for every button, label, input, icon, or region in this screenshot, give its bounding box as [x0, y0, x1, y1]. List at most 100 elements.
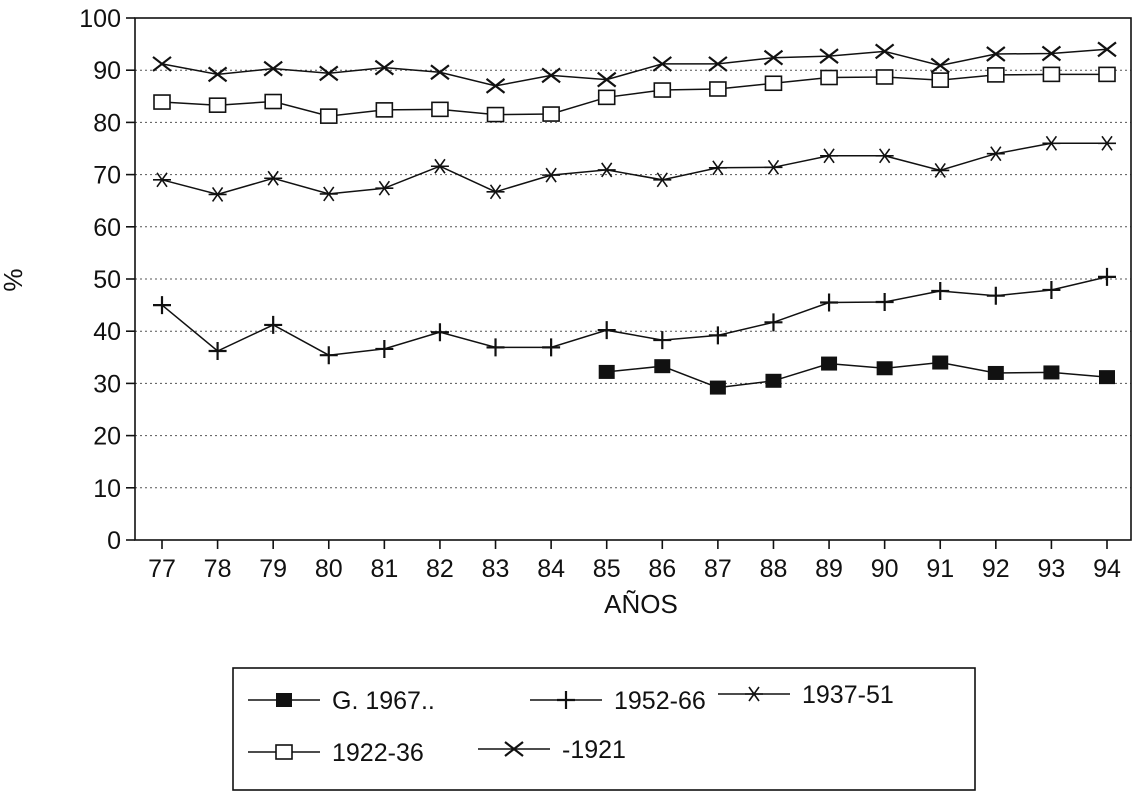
data-point	[485, 77, 506, 94]
legend-label: G. 1967..	[332, 687, 435, 715]
series-1	[598, 355, 1115, 395]
series-2	[153, 267, 1116, 365]
x-tick-label: 79	[259, 555, 287, 583]
legend-label: 1952-66	[614, 687, 706, 715]
legend-marker	[557, 691, 575, 709]
data-point	[319, 108, 338, 124]
data-point	[152, 56, 172, 72]
data-point	[708, 160, 727, 176]
x-tick-label: 93	[1038, 555, 1066, 583]
data-point	[263, 60, 283, 77]
y-tick-label: 20	[93, 423, 121, 451]
y-tick-label: 90	[93, 57, 121, 85]
data-point	[820, 69, 838, 86]
data-point	[875, 292, 894, 311]
y-tick-label: 0	[107, 527, 121, 555]
data-point	[820, 148, 839, 164]
data-point	[875, 69, 894, 85]
data-point	[597, 162, 616, 178]
y-tick-label: 10	[93, 475, 121, 503]
data-point	[931, 162, 950, 178]
data-point	[375, 180, 394, 196]
legend-label: -1921	[562, 736, 626, 764]
x-tick-label: 88	[760, 555, 788, 583]
grid-lines	[135, 69, 1131, 489]
data-point	[430, 64, 450, 81]
legend-item-4: 1922-36	[248, 739, 424, 767]
series-5	[152, 41, 1117, 94]
data-point	[1098, 66, 1116, 83]
data-point	[207, 66, 228, 83]
data-point	[1043, 365, 1060, 380]
y-tick-label: 80	[93, 109, 121, 137]
x-tick-label: 85	[593, 555, 621, 583]
data-point	[653, 172, 672, 188]
data-point	[264, 170, 283, 186]
x-tick-label: 83	[482, 555, 510, 583]
data-point	[653, 331, 672, 350]
data-point	[1098, 135, 1116, 151]
y-tick-label: 60	[93, 214, 121, 242]
data-point	[264, 93, 282, 110]
y-tick-label: 40	[93, 318, 121, 346]
data-point	[708, 56, 728, 72]
legend-item-2: 1952-66	[530, 687, 706, 715]
data-point	[319, 346, 338, 365]
x-tick-label: 81	[370, 555, 398, 583]
data-point	[153, 172, 171, 188]
data-point	[764, 159, 783, 175]
data-point	[486, 338, 505, 357]
legend-item-5: -1921	[478, 736, 626, 764]
y-axis-title: %	[0, 268, 28, 291]
data-point	[1098, 267, 1116, 286]
data-point	[932, 355, 949, 370]
data-point	[876, 361, 893, 376]
data-point	[764, 75, 783, 92]
data-point	[875, 148, 894, 164]
series-line	[161, 276, 1108, 356]
legend-item-3: 1937-51	[718, 681, 894, 709]
x-axis-title: AÑOS	[604, 589, 678, 619]
data-point	[542, 167, 561, 183]
y-tick-label: 70	[93, 162, 121, 190]
data-point	[1097, 41, 1117, 58]
data-point	[987, 67, 1005, 83]
data-point	[1042, 66, 1061, 83]
data-point	[1042, 280, 1061, 299]
legend-marker	[275, 744, 293, 760]
data-point	[764, 313, 783, 332]
data-point	[986, 286, 1005, 305]
data-point	[653, 82, 672, 98]
data-point	[709, 380, 726, 395]
data-point	[375, 102, 394, 118]
data-point	[708, 326, 727, 345]
data-point	[542, 106, 560, 122]
y-tick-label: 100	[79, 5, 121, 33]
data-point	[598, 364, 615, 379]
data-point	[874, 43, 895, 60]
data-point	[319, 186, 338, 202]
data-point	[821, 356, 838, 371]
data-point	[208, 342, 227, 361]
series-lines	[152, 41, 1117, 395]
data-point	[542, 338, 561, 357]
data-point	[1099, 370, 1115, 385]
data-point	[709, 81, 727, 97]
x-tick-label: 84	[537, 555, 565, 583]
legend-marker	[276, 693, 292, 707]
data-point	[930, 57, 950, 74]
data-point	[375, 339, 394, 358]
legend-label: 1922-36	[332, 739, 424, 767]
data-point	[374, 59, 395, 76]
x-tick-label: 91	[926, 555, 954, 583]
x-tick-label: 87	[704, 555, 732, 583]
data-point	[597, 89, 616, 106]
data-point	[986, 146, 1005, 162]
legend-marker	[504, 741, 524, 757]
legend-label: 1937-51	[802, 681, 894, 709]
series-line	[161, 73, 1107, 117]
data-point	[987, 365, 1004, 380]
x-tick-label: 80	[315, 555, 343, 583]
data-point	[486, 106, 505, 123]
